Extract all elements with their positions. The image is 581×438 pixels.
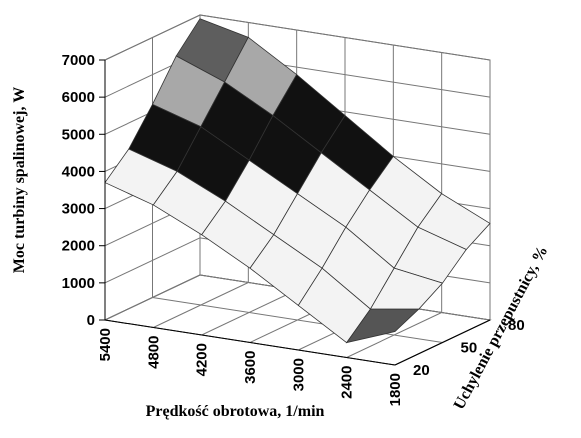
depth-tick-label: 50 <box>461 340 478 357</box>
x-tick-label: 1800 <box>387 373 404 406</box>
surface-patch <box>345 308 420 344</box>
grid-line <box>152 297 443 343</box>
z-tick-label: 1000 <box>62 275 95 292</box>
x-tick-label: 3600 <box>242 351 259 384</box>
x-tick-label: 2400 <box>339 366 356 399</box>
x-axis-title: Prędkość obrotowa, 1/min <box>146 403 325 420</box>
x-tick-label: 3000 <box>290 358 307 391</box>
z-tick-label: 6000 <box>62 89 95 106</box>
z-tick-label: 4000 <box>62 163 95 180</box>
z-axis-title: Moc turbiny spalinowej, W <box>11 87 28 273</box>
z-tick-label: 5000 <box>62 126 95 143</box>
x-tick-label: 4800 <box>145 336 162 369</box>
depth-tick-label: 20 <box>413 362 430 379</box>
depth-axis <box>394 319 491 366</box>
depth-tick-label: 80 <box>508 317 525 334</box>
x-tick-label: 4200 <box>194 343 211 376</box>
z-tick-label: 2000 <box>62 238 95 255</box>
x-tick-label: 5400 <box>97 328 114 361</box>
z-tick-label: 7000 <box>62 52 95 69</box>
z-tick-label: 3000 <box>62 201 95 218</box>
z-tick-label: 0 <box>87 312 95 329</box>
x-axis <box>104 319 396 366</box>
